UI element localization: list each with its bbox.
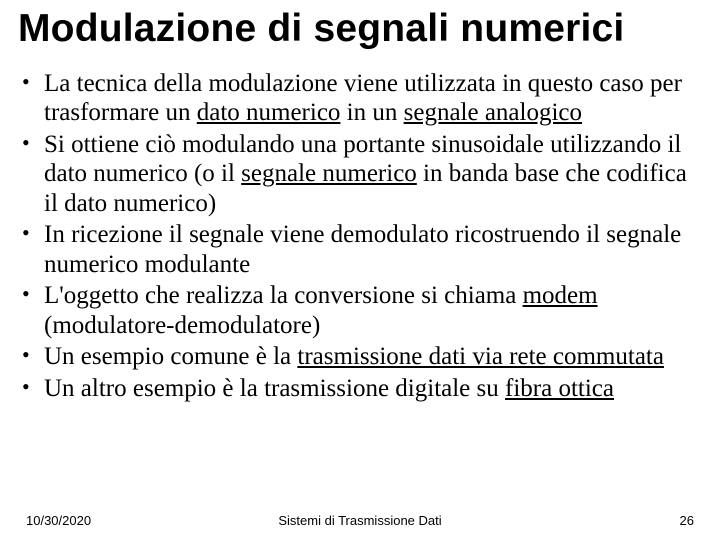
underlined-term: segnale numerico (241, 160, 417, 187)
footer-page-number: 26 (680, 513, 694, 528)
bullet-item-6: Un altro esempio è la trasmissione digit… (44, 374, 702, 404)
bullet-list: La tecnica della modulazione viene utili… (18, 69, 702, 404)
slide-footer: 10/30/2020 Sistemi di Trasmissione Dati … (0, 513, 720, 528)
bullet-item-1: La tecnica della modulazione viene utili… (44, 69, 702, 128)
text: (modulatore-demodulatore) (44, 312, 320, 339)
text: in un (340, 99, 403, 126)
text: Un esempio comune è la (44, 343, 297, 370)
bullet-item-4: L'oggetto che realizza la conversione si… (44, 281, 702, 340)
bullet-item-2: Si ottiene ciò modulando una portante si… (44, 130, 702, 219)
underlined-term: fibra ottica (505, 375, 614, 402)
footer-date: 10/30/2020 (26, 513, 91, 528)
text: In ricezione il segnale viene demodulato… (44, 221, 681, 278)
text: Un altro esempio è la trasmissione digit… (44, 375, 505, 402)
underlined-term: segnale analogico (404, 99, 582, 126)
text: L'oggetto che realizza la conversione si… (44, 282, 523, 309)
bullet-item-5: Un esempio comune è la trasmissione dati… (44, 342, 702, 372)
underlined-term: dato numerico (197, 99, 341, 126)
slide-title: Modulazione di segnali numerici (18, 8, 702, 51)
underlined-term: trasmissione dati via rete commutata (297, 343, 664, 370)
footer-title: Sistemi di Trasmissione Dati (278, 513, 441, 528)
bullet-item-3: In ricezione il segnale viene demodulato… (44, 220, 702, 279)
slide: Modulazione di segnali numerici La tecni… (0, 0, 720, 540)
underlined-term: modem (523, 282, 598, 309)
